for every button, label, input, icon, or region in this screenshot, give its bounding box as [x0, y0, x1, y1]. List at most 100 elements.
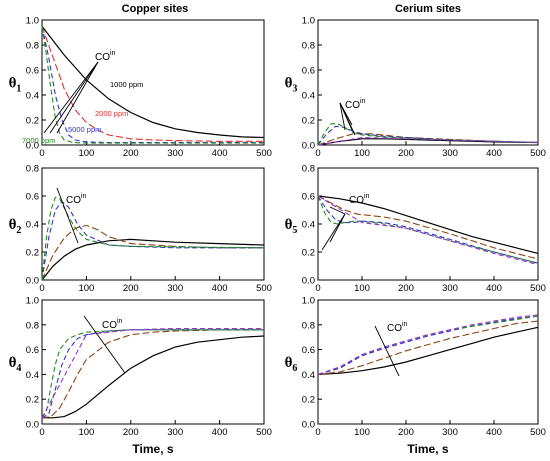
y-axis-label: θ1	[9, 76, 22, 95]
series-line-5000-ppm	[317, 195, 539, 264]
x-tick-label: 400	[212, 427, 228, 438]
series-line-2000-ppm	[41, 26, 264, 142]
annotation-arrow	[83, 315, 126, 374]
plot-frame	[317, 19, 539, 146]
annotation-co-in: COin	[345, 98, 366, 111]
y-axis-label: θ3	[285, 76, 298, 95]
series-line-7000-ppm	[317, 195, 539, 264]
x-tick-label: 500	[530, 148, 546, 159]
x-tick-label: 200	[123, 427, 139, 438]
annotation-arrow	[321, 213, 346, 251]
concentration-label: 5000 ppm	[68, 125, 101, 134]
y-tick-label: 0.6	[26, 192, 39, 203]
x-tick-label: 400	[486, 283, 502, 294]
series-line-5000-ppm	[41, 329, 264, 419]
x-tick-label: 100	[354, 427, 370, 438]
x-tick-label: 500	[256, 283, 272, 294]
y-tick-label: 0.0	[26, 141, 39, 152]
y-tick-label: 0.6	[26, 66, 39, 77]
y-tick-label: 0.4	[302, 220, 315, 231]
column-title-copper: Copper sites	[122, 3, 189, 15]
series-line-5000-ppm	[317, 315, 539, 375]
plot-frame	[41, 299, 265, 425]
y-tick-label: 0.2	[26, 248, 39, 259]
x-tick-label: 200	[123, 148, 139, 159]
x-tick-label: 100	[354, 283, 370, 294]
y-tick-label: 0.6	[26, 345, 39, 356]
y-tick-label: 1.0	[302, 296, 315, 307]
y-tick-label: 0.0	[302, 276, 315, 287]
series-line-extra-4	[317, 136, 539, 146]
series-line-extra-4	[41, 327, 264, 419]
x-tick-label: 0	[315, 148, 320, 159]
x-tick-label: 0	[315, 283, 320, 294]
x-tick-label: 300	[167, 148, 183, 159]
panel-6: 0 100 200 300 400 500 0.0 0.2 0.4 0.6 0.8 1.0 θ6 Time…	[285, 296, 546, 457]
y-tick-label: 0.0	[302, 141, 315, 152]
annotation-arrow	[374, 325, 400, 377]
series-line-7000-ppm	[41, 196, 265, 281]
y-tick-label: 0.6	[302, 192, 315, 203]
y-tick-label: 0.8	[26, 41, 39, 52]
x-tick-label: 0	[315, 427, 320, 438]
x-tick-label: 100	[354, 148, 370, 159]
y-tick-label: 0.4	[26, 220, 39, 231]
annotation-arrow	[339, 102, 346, 131]
series-line-2000-ppm	[317, 195, 539, 260]
series-line-7000-ppm	[317, 315, 539, 375]
series-line-2000-ppm	[41, 329, 264, 419]
annotation-co-in: COin	[95, 50, 116, 63]
y-tick-label: 0.8	[302, 41, 315, 52]
x-tick-label: 400	[212, 148, 228, 159]
x-tick-label: 0	[39, 148, 44, 159]
series-line-7000-ppm	[41, 329, 264, 419]
x-tick-label: 200	[398, 283, 414, 294]
x-tick-label: 300	[442, 283, 458, 294]
y-axis-label: θ2	[9, 217, 22, 236]
column-title-cerium: Cerium sites	[395, 3, 461, 15]
x-tick-label: 400	[212, 283, 228, 294]
y-tick-label: 0.4	[302, 370, 315, 381]
x-axis-label: Time, s	[132, 442, 173, 456]
concentration-label: 1000 ppm	[110, 80, 143, 89]
panel-3: 0 100 200 300 400 500 0.0 0.2 0.4 0.6 0.8 θ2 COin	[9, 164, 272, 295]
y-tick-label: 0.2	[26, 395, 39, 406]
y-tick-label: 0.2	[302, 116, 315, 127]
x-tick-label: 100	[78, 427, 94, 438]
annotation-arrow	[49, 61, 99, 134]
x-tick-label: 300	[442, 427, 458, 438]
series-line-1000-ppm	[41, 238, 265, 281]
concentration-label: 7000 ppm	[22, 136, 55, 145]
y-tick-label: 0.2	[302, 248, 315, 259]
x-tick-label: 300	[167, 283, 183, 294]
x-tick-label: 500	[256, 148, 272, 159]
x-tick-label: 200	[398, 148, 414, 159]
annotation-arrow	[43, 61, 99, 134]
y-tick-label: 0.0	[302, 420, 315, 431]
y-tick-label: 1.0	[26, 16, 39, 27]
x-axis-label: Time, s	[407, 442, 448, 456]
x-tick-label: 0	[39, 283, 44, 294]
x-tick-label: 400	[486, 427, 502, 438]
series-line-extra-4	[317, 195, 539, 266]
x-tick-label: 500	[256, 427, 272, 438]
series-line-7000-ppm	[317, 123, 539, 146]
annotation-co-in: COin	[102, 318, 123, 331]
series-line-1000-ppm	[317, 195, 539, 254]
y-tick-label: 0.6	[302, 345, 315, 356]
x-tick-label: 0	[39, 427, 44, 438]
y-axis-label: θ6	[285, 355, 298, 374]
y-tick-label: 0.8	[302, 164, 315, 175]
x-tick-label: 300	[167, 427, 183, 438]
series-line-5000-ppm	[41, 26, 264, 144]
y-tick-label: 0.8	[26, 164, 39, 175]
panel-2: 0 100 200 300 400 500 0.0 0.2 0.4 0.6 0.8 1.0 θ3 COin	[285, 16, 546, 160]
y-tick-label: 0.8	[26, 320, 39, 331]
series-line-7000-ppm	[41, 26, 264, 144]
x-tick-label: 500	[530, 283, 546, 294]
panel-4: 0 100 200 300 400 500 0.0 0.2 0.4 0.6 0.8 θ5 COin	[285, 164, 546, 295]
series-line-2000-ppm	[41, 224, 264, 281]
x-tick-label: 200	[123, 283, 139, 294]
x-tick-label: 200	[398, 427, 414, 438]
